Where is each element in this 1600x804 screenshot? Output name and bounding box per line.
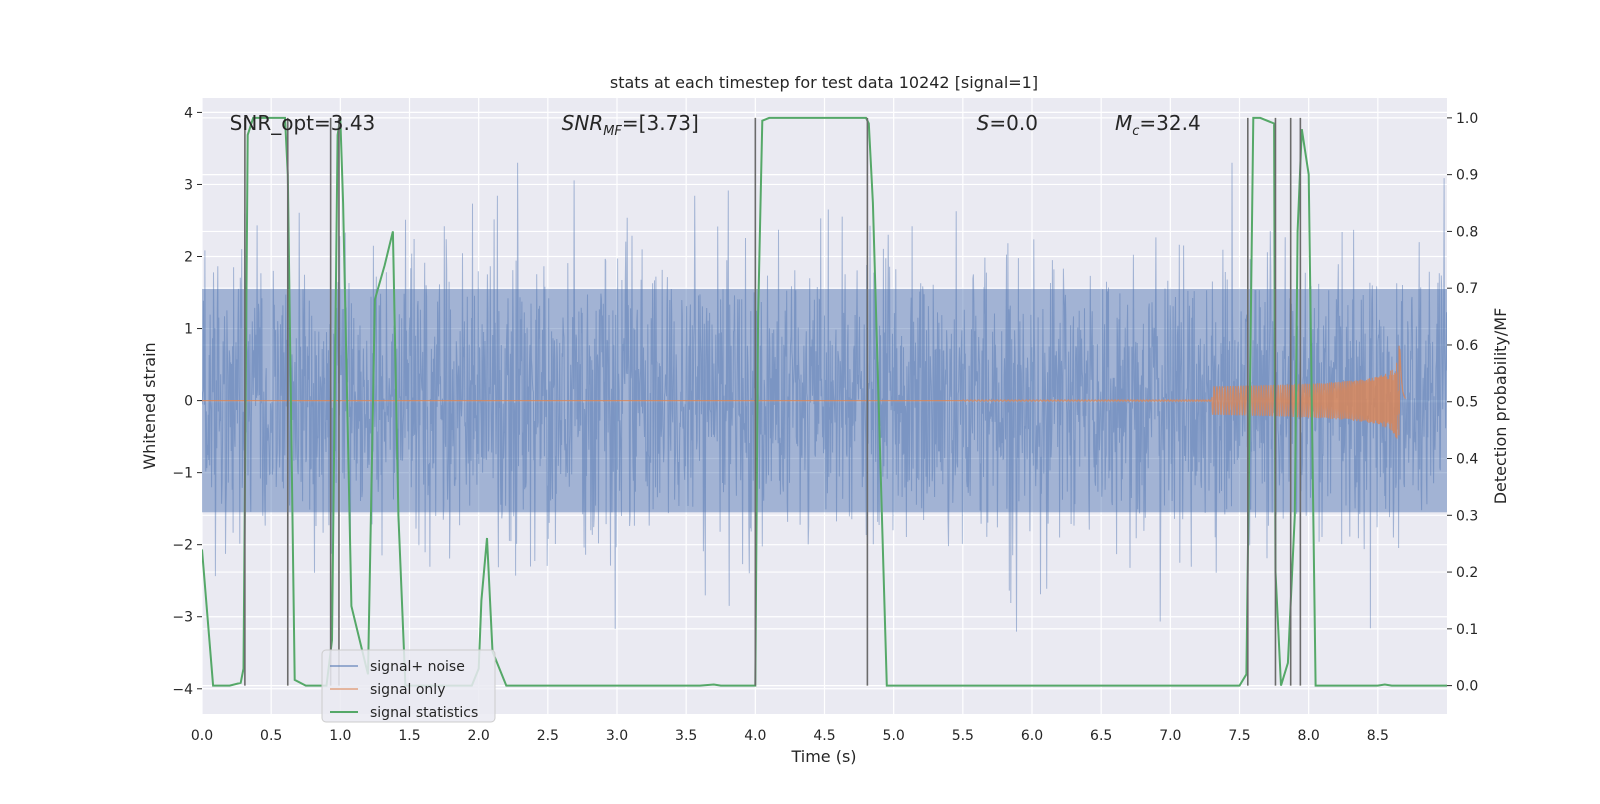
- y-right-tick-label: 0.8: [1456, 224, 1478, 240]
- annotation-subscript: MF: [603, 124, 622, 139]
- y-right-tick-label: 1.0: [1456, 111, 1478, 127]
- x-tick-label: 4.5: [813, 728, 835, 744]
- x-tick-label: 2.5: [537, 728, 559, 744]
- y-right-tick-label: 0.1: [1456, 622, 1478, 638]
- y-axis-right-label: Detection probability/MF: [1491, 308, 1510, 505]
- y-right-tick-label: 0.7: [1456, 281, 1478, 297]
- x-tick-label: 4.0: [744, 728, 766, 744]
- annotation: S=0.0: [977, 111, 1038, 135]
- annotation-subscript: c: [1132, 124, 1139, 139]
- annotation-symbol: S: [977, 111, 990, 135]
- y-axis-left-ticks: −4 −3 −2 −1 0 1 2 3 4: [172, 105, 202, 698]
- annotation-symbol: SNR: [562, 111, 604, 135]
- y-right-tick-label: 0.4: [1456, 452, 1478, 468]
- y-left-tick-label: −1: [172, 466, 193, 482]
- y-axis-left-label: Whitened strain: [140, 342, 159, 469]
- x-tick-label: 5.5: [952, 728, 974, 744]
- annotation: SNRMF=[3.73]: [562, 111, 699, 139]
- x-tick-label: 6.5: [1090, 728, 1112, 744]
- x-tick-label: 6.0: [1021, 728, 1043, 744]
- y-left-tick-label: 1: [184, 322, 193, 338]
- x-tick-label: 2.0: [468, 728, 490, 744]
- y-left-tick-label: −4: [172, 682, 193, 698]
- legend-label: signal statistics: [370, 705, 478, 721]
- annotation: SNR_opt=3.43: [230, 111, 376, 135]
- annotation-value: =32.4: [1139, 111, 1200, 135]
- y-right-tick-label: 0.0: [1456, 679, 1478, 695]
- x-tick-label: 8.0: [1298, 728, 1320, 744]
- x-tick-label: 1.5: [398, 728, 420, 744]
- y-left-tick-label: −3: [172, 610, 193, 626]
- legend-box: [321, 649, 496, 723]
- x-tick-label: 8.5: [1367, 728, 1389, 744]
- plot-area: [202, 116, 1447, 687]
- annotations: SNR_opt=3.43 SNRMF=[3.73] S=0.0 Mc=32.4: [230, 111, 1201, 139]
- y-left-tick-label: 2: [184, 250, 193, 266]
- x-tick-label: 0.5: [260, 728, 282, 744]
- annotation-value: =0.0: [989, 111, 1038, 135]
- y-left-tick-label: 4: [184, 105, 193, 121]
- plot-series-group: [202, 116, 1447, 687]
- x-axis-label: Time (s): [790, 747, 856, 766]
- y-right-tick-label: 0.5: [1456, 395, 1478, 411]
- x-tick-label: 1.0: [329, 728, 351, 744]
- y-right-tick-label: 0.2: [1456, 565, 1478, 581]
- x-tick-label: 7.5: [1228, 728, 1250, 744]
- y-axis-right-ticks: 0.0 0.1 0.2 0.3 0.4 0.5 0.6 0.7 0.8 0.9 1.0: [1447, 111, 1478, 695]
- x-tick-label: 3.0: [606, 728, 628, 744]
- series-signal-statistics-line: [202, 116, 1447, 687]
- x-tick-label: 5.0: [883, 728, 905, 744]
- series-signal-noise-line: [202, 162, 1447, 632]
- legend-label: signal only: [370, 682, 445, 698]
- x-tick-label: 0.0: [191, 728, 213, 744]
- y-left-tick-label: 0: [184, 394, 193, 410]
- x-tick-label: 7.0: [1159, 728, 1181, 744]
- legend-label: signal+ noise: [370, 659, 465, 675]
- annotation-symbol: M: [1115, 111, 1132, 135]
- annotation-value: =[3.73]: [622, 111, 699, 135]
- y-left-tick-label: 3: [184, 177, 193, 193]
- y-right-tick-label: 0.3: [1456, 508, 1478, 524]
- x-tick-label: 3.5: [675, 728, 697, 744]
- y-left-tick-label: −2: [172, 538, 193, 554]
- series-signal-only-line: [962, 345, 1406, 439]
- x-axis-ticks: 0.0 0.5 1.0 1.5 2.0 2.5 3.0 3.5 4.0 4.5 5.0 5.5 6.0 6…: [191, 728, 1389, 744]
- y-right-tick-label: 0.9: [1456, 168, 1478, 184]
- annotation: Mc=32.4: [1115, 111, 1201, 139]
- chart-title: stats at each timestep for test data 102…: [610, 73, 1038, 92]
- y-right-tick-label: 0.6: [1456, 338, 1478, 354]
- legend: signal+ noise signal only signal statistic…: [321, 649, 496, 723]
